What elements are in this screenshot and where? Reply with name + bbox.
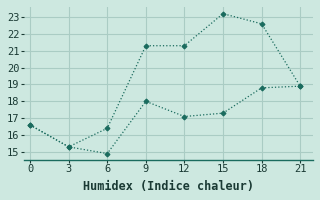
X-axis label: Humidex (Indice chaleur): Humidex (Indice chaleur) [83, 180, 254, 193]
